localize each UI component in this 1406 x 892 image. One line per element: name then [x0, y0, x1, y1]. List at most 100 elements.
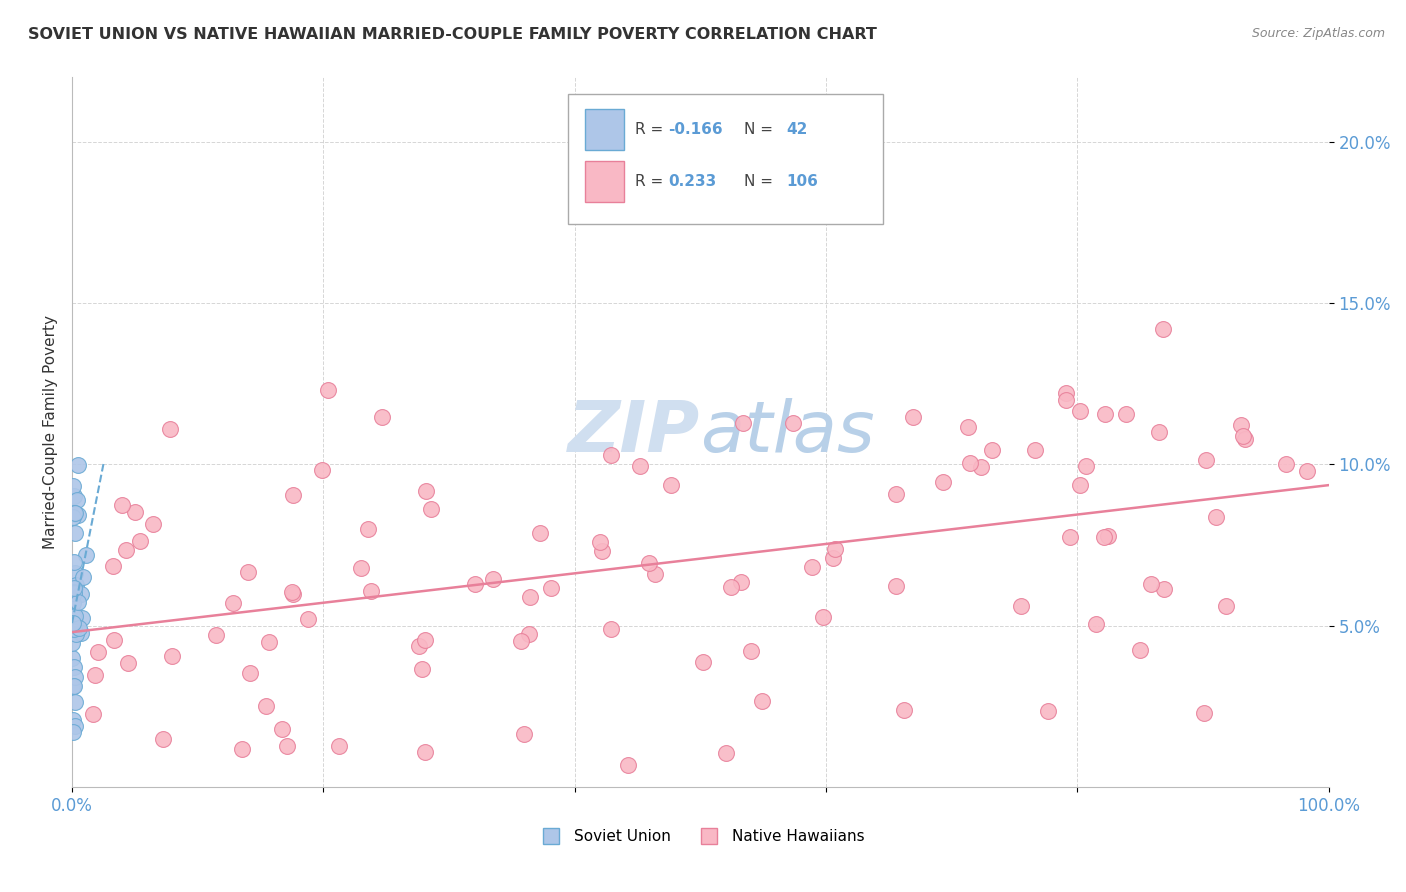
Point: [349, 560, 371, 574]
Text: -0.166: -0.166: [668, 122, 723, 137]
Point: [931, 475, 953, 490]
Point: [1094, 530, 1116, 544]
Point: [66, 492, 89, 507]
Point: [162, 649, 184, 664]
Legend: Soviet Union, Native Hawaiians: Soviet Union, Native Hawaiians: [530, 823, 870, 850]
Point: [730, 574, 752, 589]
Point: [1274, 457, 1296, 471]
Point: [67, 621, 90, 635]
Point: [60, 636, 83, 650]
Point: [692, 655, 714, 669]
Point: [63, 489, 86, 503]
Point: [62, 596, 84, 610]
Point: [62, 680, 84, 694]
Point: [63, 670, 86, 684]
Point: [70, 626, 93, 640]
Point: [1069, 404, 1091, 418]
Point: [1036, 704, 1059, 718]
Point: [1085, 617, 1108, 632]
Point: [283, 587, 305, 601]
Point: [1215, 599, 1237, 614]
Point: [510, 633, 533, 648]
Point: [124, 505, 146, 519]
Point: [600, 448, 623, 462]
Point: [60, 680, 83, 694]
Point: [1054, 385, 1077, 400]
Text: Source: ZipAtlas.com: Source: ZipAtlas.com: [1251, 27, 1385, 40]
Point: [408, 639, 430, 653]
Point: [63, 585, 86, 599]
Point: [800, 559, 823, 574]
Point: [1010, 599, 1032, 614]
Point: [413, 632, 436, 647]
Point: [720, 580, 742, 594]
Point: [328, 739, 350, 753]
Point: [371, 409, 394, 424]
Point: [1230, 418, 1253, 433]
Point: [62, 555, 84, 569]
Text: R =: R =: [636, 174, 668, 189]
Point: [464, 576, 486, 591]
Point: [1152, 322, 1174, 336]
Point: [1097, 529, 1119, 543]
Point: [65, 578, 87, 592]
Point: [733, 416, 755, 430]
Point: [644, 567, 666, 582]
Text: atlas: atlas: [700, 398, 875, 467]
Point: [63, 581, 86, 595]
Point: [481, 573, 503, 587]
Point: [239, 665, 262, 680]
Point: [1195, 453, 1218, 467]
Point: [1233, 432, 1256, 446]
Point: [65, 627, 87, 641]
Point: [591, 544, 613, 558]
Point: [1069, 477, 1091, 491]
Point: [75, 548, 97, 562]
Point: [886, 579, 908, 593]
Point: [159, 422, 181, 436]
Point: [62, 622, 84, 636]
Point: [62, 616, 84, 631]
Point: [813, 610, 835, 624]
Point: [63, 608, 86, 623]
Point: [628, 458, 651, 473]
Point: [62, 725, 84, 739]
Point: [281, 488, 304, 502]
Text: N =: N =: [744, 122, 778, 137]
Point: [63, 586, 86, 600]
Point: [117, 656, 139, 670]
Point: [115, 543, 138, 558]
Point: [62, 506, 84, 520]
Point: [360, 584, 382, 599]
Point: [1094, 407, 1116, 421]
Point: [823, 550, 845, 565]
Point: [111, 499, 134, 513]
Point: [62, 713, 84, 727]
Point: [1074, 458, 1097, 473]
Point: [782, 416, 804, 430]
Point: [1140, 577, 1163, 591]
Point: [70, 587, 93, 601]
Text: ZIP: ZIP: [568, 398, 700, 467]
Point: [257, 635, 280, 649]
Point: [529, 525, 551, 540]
Point: [231, 742, 253, 756]
Point: [599, 622, 621, 636]
Point: [297, 611, 319, 625]
Point: [276, 739, 298, 753]
Point: [142, 517, 165, 532]
Point: [66, 508, 89, 523]
Text: SOVIET UNION VS NATIVE HAWAIIAN MARRIED-COUPLE FAMILY POVERTY CORRELATION CHART: SOVIET UNION VS NATIVE HAWAIIAN MARRIED-…: [28, 27, 877, 42]
Point: [205, 627, 228, 641]
Point: [152, 731, 174, 746]
Point: [222, 597, 245, 611]
Point: [1059, 530, 1081, 544]
Point: [63, 566, 86, 580]
Point: [970, 459, 993, 474]
Point: [513, 727, 536, 741]
Text: N =: N =: [744, 174, 778, 189]
Point: [956, 420, 979, 434]
Point: [66, 624, 89, 638]
Point: [311, 463, 333, 477]
Point: [66, 595, 89, 609]
